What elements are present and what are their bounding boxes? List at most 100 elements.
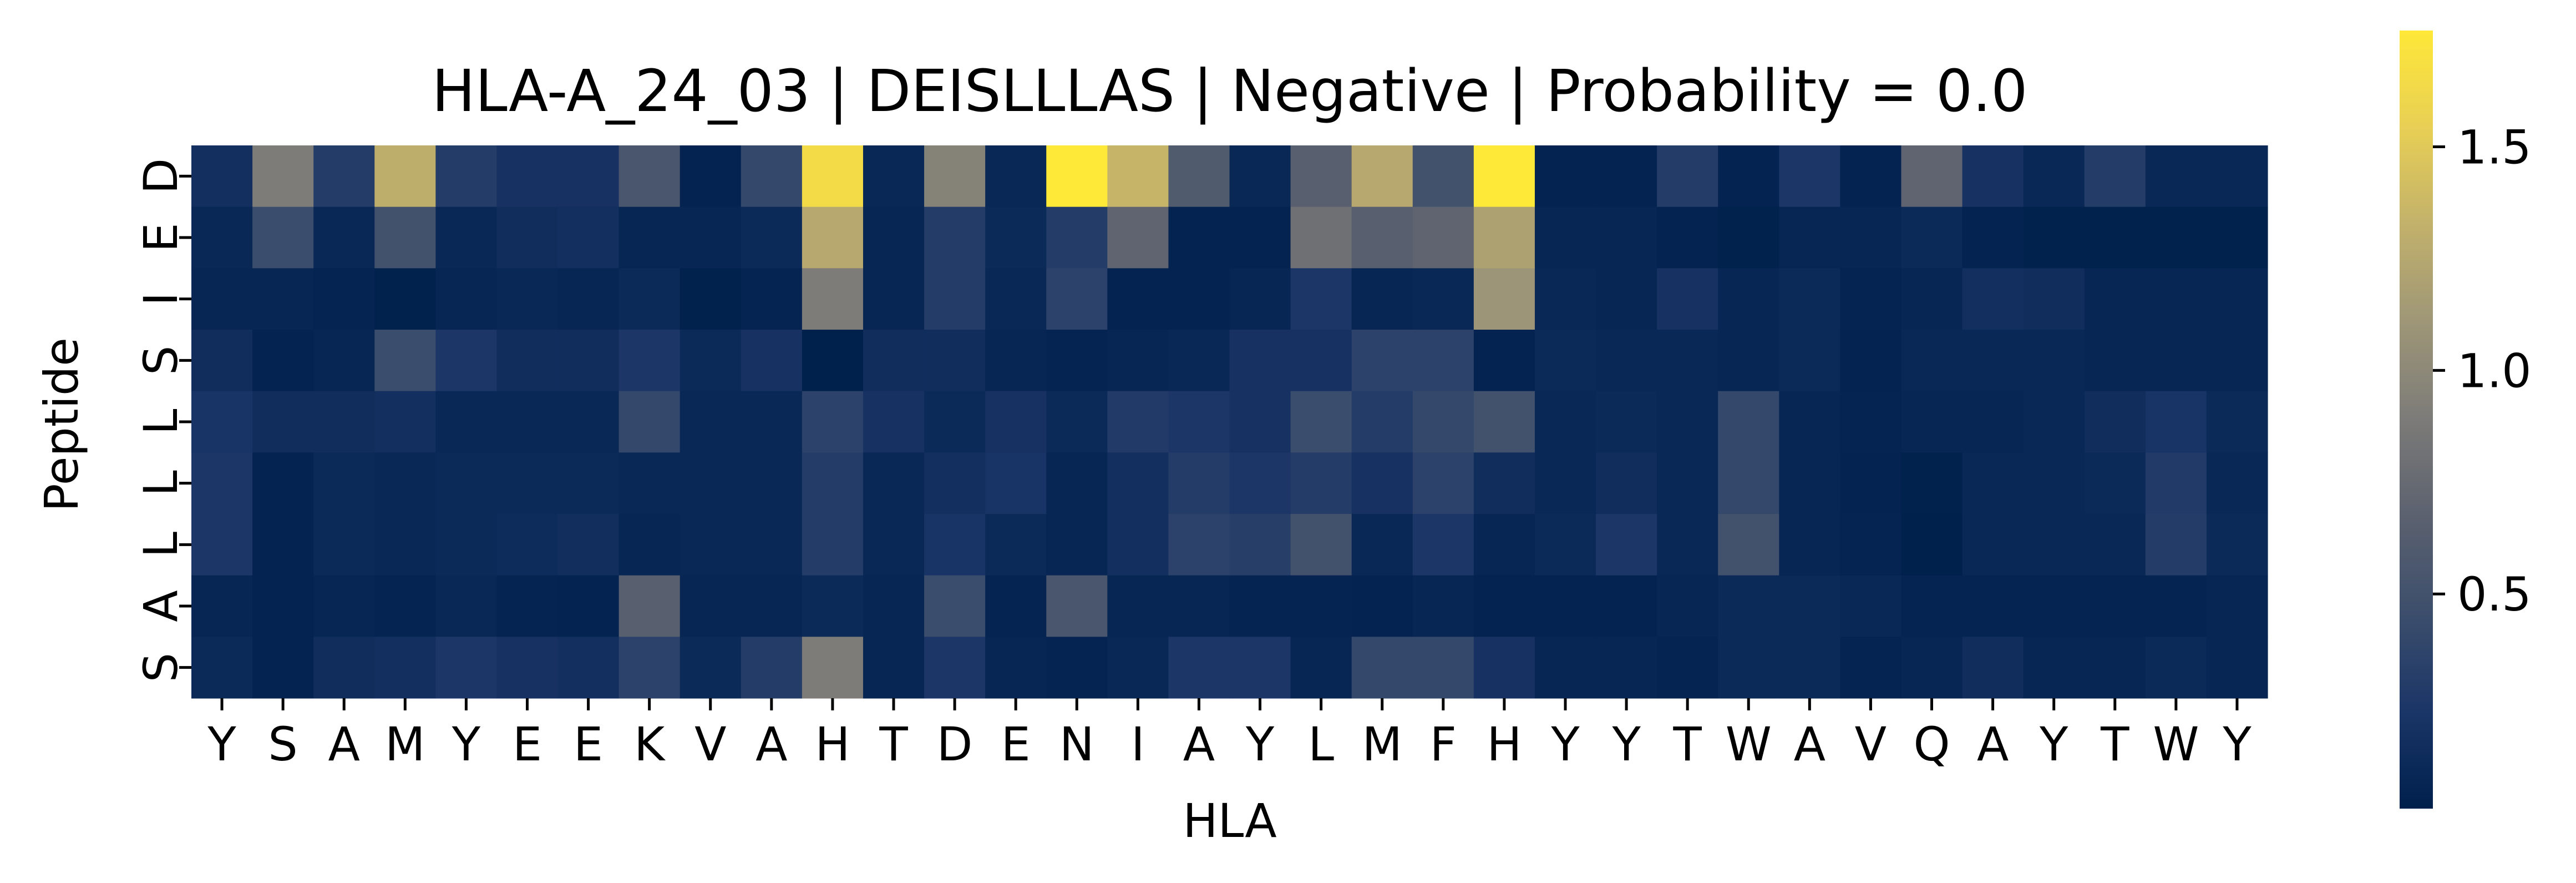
heatmap-cell [2206, 575, 2268, 637]
x-tick-label: F [1430, 717, 1457, 771]
heatmap-cell [1962, 575, 2024, 637]
heatmap-cell [1290, 330, 1352, 392]
heatmap-cell [496, 514, 559, 576]
heatmap-cell [1046, 452, 1108, 514]
heatmap-cell [985, 145, 1047, 208]
heatmap-cell [924, 575, 986, 637]
heatmap-cell [1351, 637, 1413, 699]
x-tick-label: S [268, 717, 297, 771]
y-tick-label: L [134, 408, 188, 435]
heatmap-cell [374, 268, 436, 330]
heatmap-cell [680, 206, 742, 269]
heatmap-cell [1473, 330, 1535, 392]
heatmap-cell [191, 330, 253, 392]
heatmap-cell [1290, 145, 1352, 208]
heatmap-cell [1107, 145, 1169, 208]
heatmap-cell [252, 268, 314, 330]
x-tick-label: Q [1913, 717, 1950, 771]
heatmap-cell [863, 452, 925, 514]
heatmap-cell [863, 145, 925, 208]
heatmap-cell [2023, 575, 2085, 637]
heatmap-cell [435, 391, 498, 453]
heatmap-cell [802, 330, 864, 392]
heatmap-cell [802, 514, 864, 576]
heatmap-cell [313, 514, 375, 576]
heatmap-cell [1657, 514, 1718, 576]
heatmap-cell [2206, 452, 2268, 514]
heatmap-cell [924, 206, 986, 269]
heatmap-cell [1534, 452, 1596, 514]
heatmap-cell [1840, 637, 1902, 699]
heatmap-cell [1412, 637, 1474, 699]
heatmap-cell [863, 330, 925, 392]
heatmap-cell [313, 391, 375, 453]
heatmap-cell [741, 452, 803, 514]
heatmap-cell [1290, 452, 1352, 514]
heatmap-cell [1779, 514, 1840, 576]
heatmap-cell [374, 575, 436, 637]
heatmap-cell [741, 206, 803, 269]
heatmap-cell [1351, 268, 1413, 330]
heatmap-cell [435, 206, 498, 269]
heatmap-cell [2084, 514, 2146, 576]
heatmap-cell [1229, 330, 1291, 392]
heatmap-cell [252, 206, 314, 269]
heatmap-cell [1168, 268, 1230, 330]
heatmap-cell [741, 637, 803, 699]
heatmap-cell [252, 514, 314, 576]
heatmap-cell [802, 206, 864, 269]
heatmap-cell [2023, 330, 2085, 392]
heatmap-cell [2084, 452, 2146, 514]
heatmap-cell [2084, 575, 2146, 637]
heatmap-cell [1412, 330, 1474, 392]
heatmap-cell [1962, 268, 2024, 330]
heatmap-cell [2145, 514, 2207, 576]
heatmap-cell [557, 145, 620, 208]
heatmap-cell [1657, 391, 1718, 453]
heatmap-cell [2206, 514, 2268, 576]
heatmap-cell [1779, 206, 1840, 269]
heatmap-cell [1473, 637, 1535, 699]
heatmap-cell [496, 452, 559, 514]
heatmap-cell [1351, 330, 1413, 392]
heatmap-cell [1351, 575, 1413, 637]
heatmap-cell [1779, 391, 1840, 453]
heatmap-cell [1168, 514, 1230, 576]
x-tick-label: Y [1245, 717, 1275, 771]
colorbar-ticks: 0.5 1.0 1.5 [2433, 120, 2532, 622]
heatmap-cell [1046, 514, 1108, 576]
x-tick-label: Y [2222, 717, 2252, 771]
heatmap-cell [313, 268, 375, 330]
x-tick-label: D [937, 717, 973, 771]
heatmap-cell [985, 514, 1047, 576]
y-tick-label: L [134, 532, 188, 558]
heatmap-cell [435, 330, 498, 392]
heatmap-cell [2145, 391, 2207, 453]
heatmap-cell [1534, 514, 1596, 576]
heatmap-cell [252, 637, 314, 699]
heatmap-cell [1901, 575, 1963, 637]
heatmap-cell [1107, 268, 1169, 330]
heatmap-cell [1229, 575, 1291, 637]
heatmap-cell [741, 391, 803, 453]
heatmap-cell [191, 206, 253, 269]
heatmap-cell [1596, 268, 1657, 330]
heatmap-cell [1412, 452, 1474, 514]
x-tick-label: E [1001, 717, 1031, 771]
heatmap-cell [1901, 637, 1963, 699]
x-tick-label: E [513, 717, 542, 771]
heatmap-cell [2145, 452, 2207, 514]
x-tick-label: V [694, 717, 726, 771]
heatmap-cell [1229, 268, 1291, 330]
y-tick-label: A [134, 590, 188, 622]
chart-title: HLA-A_24_03 | DEISLLLAS | Negative | Pro… [432, 57, 2028, 125]
heatmap-cell [313, 575, 375, 637]
heatmap-cell [618, 575, 681, 637]
heatmap-cell [680, 514, 742, 576]
heatmap-cell [2145, 268, 2207, 330]
heatmap-cell [1718, 206, 1779, 269]
x-tick-label: H [1487, 717, 1522, 771]
heatmap-cell [313, 452, 375, 514]
heatmap-cell [1290, 575, 1352, 637]
heatmap-cell [1657, 452, 1718, 514]
